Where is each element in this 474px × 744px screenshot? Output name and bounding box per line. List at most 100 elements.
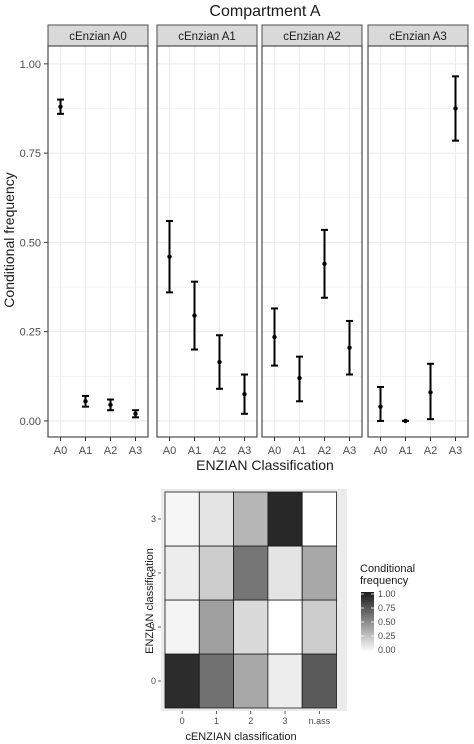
facet-panel: cEnzian A3 A0 A1 A2 A3 (367, 24, 469, 457)
data-point (272, 334, 277, 340)
heatmap-y-tick-label: 1 (151, 622, 156, 632)
x-tick-label: A1 (399, 445, 412, 457)
x-tick-label: A1 (293, 445, 306, 457)
data-point (242, 391, 247, 397)
y-tick-label: 0.75 (20, 148, 41, 160)
x-axis-title: ENZIAN Classification (196, 457, 334, 473)
legend-label: 0.00 (378, 645, 396, 655)
heatmap-cell (233, 545, 269, 601)
heatmap-x-tick-label: 1 (214, 716, 219, 726)
error-bar (166, 219, 173, 294)
data-point (378, 404, 383, 409)
color-legend: Conditional frequency 1.00 0.75 0.50 0.25 0.0… (360, 563, 415, 655)
error-bar (216, 334, 223, 390)
facet-border (47, 45, 149, 438)
heatmap-cell (267, 491, 303, 547)
error-bar-chart: Compartment A ENZIAN Classification Cond… (1, 3, 469, 473)
error-bar (132, 409, 139, 419)
y-tick-label: 1.00 (20, 59, 41, 71)
error-bar (241, 373, 248, 415)
data-point (217, 359, 222, 365)
legend-label: 0.50 (378, 617, 396, 627)
heatmap-x-tick-label: n.ass (309, 716, 331, 726)
error-bar (346, 319, 353, 376)
facet-plot-area (48, 46, 148, 437)
heatmap-x-tick-label: 3 (283, 716, 288, 726)
x-tick-label: A2 (424, 445, 437, 457)
heatmap-cell (233, 599, 269, 655)
x-tick-label: A3 (129, 445, 142, 457)
x-tick-label: A3 (343, 445, 356, 457)
heatmap-chart: 0 1 2 3 n.ass 0 1 2 3 cENZIAN classification ENZ… (144, 489, 415, 743)
legend-title: Conditional frequency (360, 563, 415, 587)
data-point (108, 402, 113, 408)
error-bar (271, 307, 278, 367)
x-tick-label: A1 (188, 445, 201, 457)
heatmap-cell (164, 491, 200, 547)
chart-title: Compartment A (209, 3, 320, 20)
heatmap-y-tick-label: 2 (151, 568, 156, 578)
heatmap-cell (198, 491, 235, 547)
heatmap-cell (301, 545, 337, 601)
legend-colorbar (361, 592, 374, 652)
x-tick-label: A0 (374, 445, 387, 457)
data-point (167, 254, 172, 259)
y-tick-label: 0.00 (20, 416, 41, 428)
heatmap-cell (164, 545, 200, 601)
facet-plot-area (157, 46, 257, 437)
heatmap-cell (301, 599, 337, 655)
facet-strip-label: cEnzian A0 (69, 31, 127, 43)
facet-panel: cEnzian A0 A0 A1 A2 A3 (47, 24, 149, 457)
data-point (347, 345, 352, 350)
heatmap-y-tick-label: 3 (151, 514, 156, 524)
error-bar (377, 386, 384, 422)
heatmap-cell (198, 653, 235, 709)
heatmap-cell (233, 491, 269, 547)
y-axis-title: Conditional frequency (1, 172, 17, 307)
error-bar (296, 355, 303, 403)
x-tick-label: A0 (54, 445, 67, 457)
x-tick-label: A0 (163, 445, 176, 457)
heatmap-cell (301, 653, 337, 709)
facet-strip-label: cEnzian A3 (389, 31, 447, 43)
facet-panel: cEnzian A2 A0 A1 A2 A3 (261, 24, 363, 457)
facet-plot-area (368, 46, 468, 437)
facet-border (367, 45, 469, 438)
heatmap-cell (301, 491, 337, 547)
error-bar (321, 228, 328, 299)
heatmap-x-tick-label: 0 (180, 716, 185, 726)
heatmap-cell (164, 599, 200, 655)
error-bar (402, 418, 409, 424)
y-tick-label: 0.25 (20, 327, 41, 339)
data-point (58, 104, 63, 109)
heatmap-y-axis-title: ENZIAN classification (144, 548, 156, 654)
data-point (322, 261, 327, 267)
heatmap-x-tick-label: 2 (248, 716, 253, 726)
legend-title-line: Conditional (360, 563, 415, 575)
facet-border (156, 45, 258, 438)
legend-label: 0.25 (378, 631, 396, 641)
facet-strip-label: cEnzian A1 (178, 31, 236, 43)
x-tick-label: A2 (104, 445, 117, 457)
error-bar (107, 398, 114, 412)
y-tick-label: 0.50 (20, 237, 41, 249)
x-tick-label: A0 (268, 445, 281, 457)
data-point (403, 418, 408, 424)
error-bar (427, 362, 434, 421)
heatmap-cell (164, 653, 200, 709)
x-tick-label: A3 (238, 445, 251, 457)
error-bar (452, 75, 459, 142)
heatmap-cell (267, 545, 303, 601)
x-tick-label: A1 (79, 445, 92, 457)
x-tick-label: A2 (213, 445, 226, 457)
error-bar (191, 280, 198, 351)
heatmap-cell (198, 599, 235, 655)
facet-strip-label: cEnzian A2 (283, 31, 341, 43)
data-point (192, 313, 197, 318)
heatmap-cell (233, 653, 269, 709)
error-bar (82, 394, 89, 408)
data-point (133, 411, 138, 416)
facet-plot-area (262, 46, 362, 437)
